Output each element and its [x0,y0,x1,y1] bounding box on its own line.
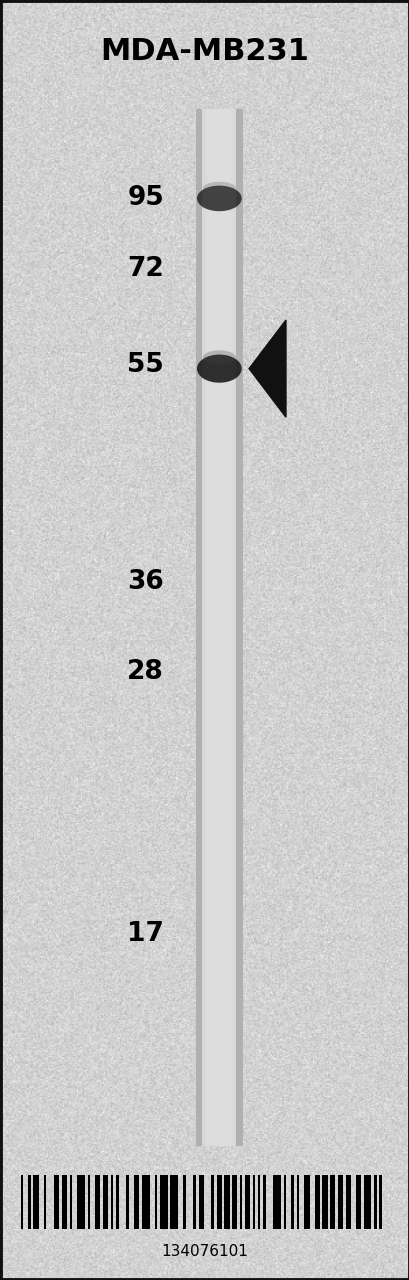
Bar [231,1175,237,1229]
Bar [363,1175,371,1229]
Text: 17: 17 [127,922,164,947]
Bar [28,1175,31,1229]
Bar [355,1175,360,1229]
Text: 28: 28 [127,659,164,685]
Bar [20,1175,23,1229]
Bar [183,1175,185,1229]
Bar [321,1175,327,1229]
Bar [378,1175,381,1229]
Bar [160,1175,167,1229]
Bar [345,1175,350,1229]
Text: 36: 36 [127,570,164,595]
Bar [62,1175,67,1229]
Polygon shape [249,320,285,417]
Bar [54,1175,59,1229]
Bar [88,1175,90,1229]
Bar [329,1175,335,1229]
Bar [193,1175,196,1229]
Text: MDA-MB231: MDA-MB231 [100,37,309,65]
Bar [204,109,234,1146]
Bar [210,109,227,1146]
Bar [257,1175,260,1229]
Bar [245,1175,249,1229]
Ellipse shape [196,355,241,383]
Bar [216,1175,221,1229]
Bar [224,1175,229,1229]
Bar [196,109,242,1146]
Bar [170,1175,178,1229]
Bar [263,1175,265,1229]
Bar [198,1175,203,1229]
Ellipse shape [202,182,235,195]
Bar [44,1175,46,1229]
Bar [239,1175,242,1229]
Bar [314,1175,319,1229]
Ellipse shape [196,186,241,211]
Text: 55: 55 [127,352,164,378]
Bar [126,1175,128,1229]
Bar [291,1175,293,1229]
Bar [303,1175,309,1229]
Bar [33,1175,38,1229]
Bar [211,1175,213,1229]
Bar [134,1175,139,1229]
Ellipse shape [202,351,235,365]
Bar [337,1175,342,1229]
Bar [142,1175,149,1229]
Bar [103,1175,108,1229]
Text: 134076101: 134076101 [161,1244,248,1260]
Text: 95: 95 [127,186,164,211]
Bar [77,1175,85,1229]
Bar [373,1175,376,1229]
Bar [296,1175,299,1229]
Bar [110,1175,113,1229]
Bar [95,1175,100,1229]
Bar [202,109,236,1146]
Bar [207,109,231,1146]
Bar [273,1175,281,1229]
Bar [212,109,226,1146]
Bar [252,1175,255,1229]
Bar [202,109,236,1146]
Bar [209,109,229,1146]
Bar [205,109,232,1146]
Bar [283,1175,285,1229]
Bar [70,1175,72,1229]
Text: 72: 72 [127,256,164,282]
Bar [214,109,224,1146]
Bar [116,1175,118,1229]
Bar [154,1175,157,1229]
